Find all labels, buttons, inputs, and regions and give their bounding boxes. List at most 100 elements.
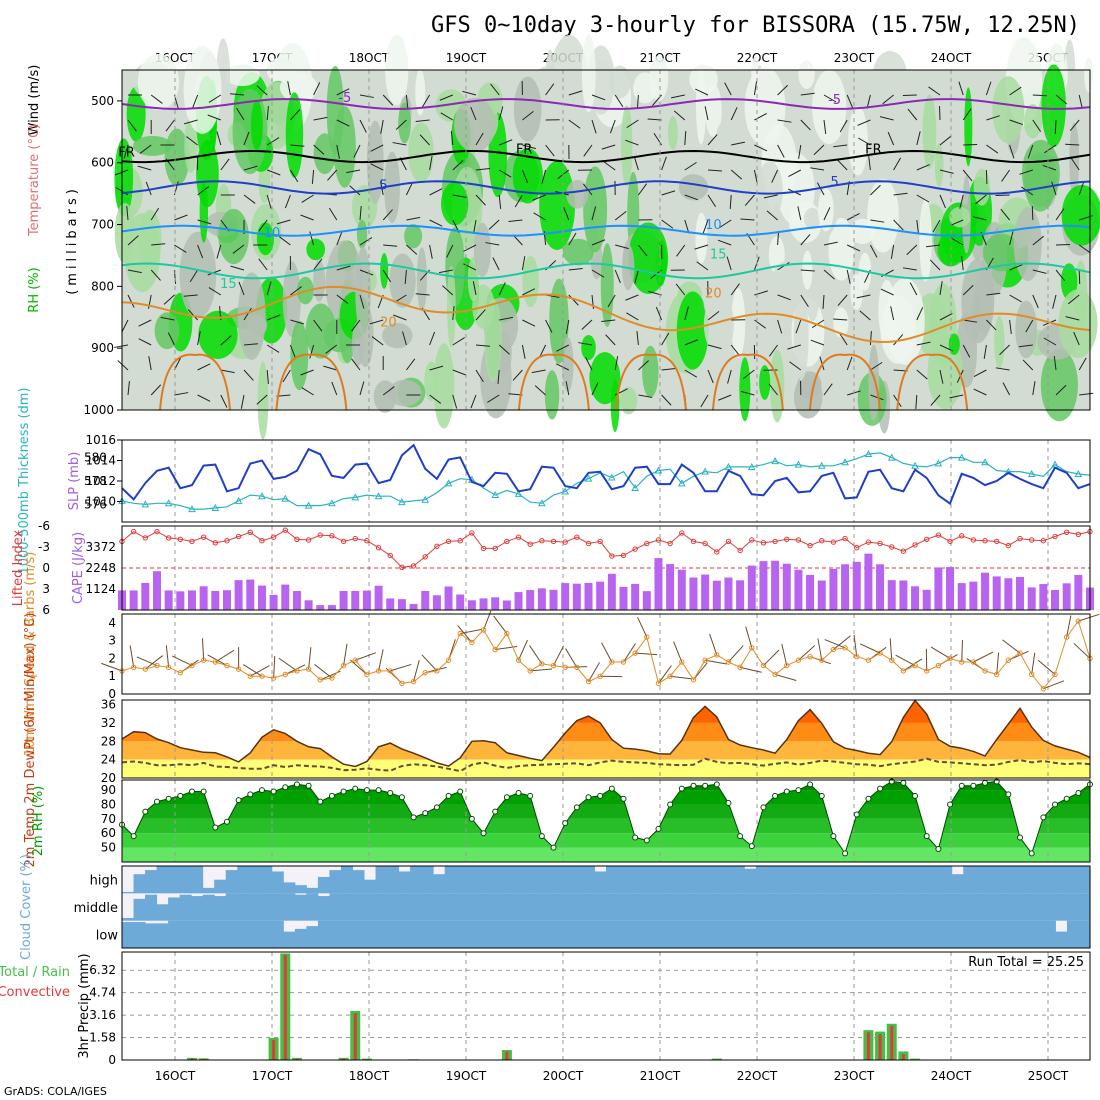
cloud-cell-low — [928, 920, 941, 948]
thickness-marker — [794, 460, 803, 468]
rh-blob — [1013, 207, 1042, 282]
cape-bar — [386, 598, 395, 610]
cloud-cell-low — [329, 920, 342, 948]
li-marker — [515, 534, 522, 540]
cloud-cell-low — [490, 920, 503, 948]
slp-labels: 1000-500mb Thickness (dm) — [17, 387, 32, 574]
cape-bar — [199, 586, 208, 610]
cape-bar — [561, 583, 570, 610]
rh-marker — [970, 782, 977, 789]
cloud-cell-low — [629, 920, 642, 948]
wind-speed-marker — [760, 662, 767, 669]
wind-barb — [1019, 169, 1033, 175]
li-marker — [480, 545, 487, 552]
cloud-cell-middle — [490, 893, 503, 921]
wind-barb — [916, 194, 930, 203]
cloud-cell-middle — [606, 893, 619, 921]
cloud-cell-low — [1055, 931, 1068, 948]
wind-barb — [591, 94, 606, 101]
cloud-cell-low — [767, 920, 780, 948]
cape-bar — [747, 565, 756, 610]
surface-wind-barb — [728, 645, 744, 663]
slp-tick: 1014 — [85, 454, 116, 468]
pressure-tick-label: 600 — [91, 156, 114, 170]
wind-barb — [301, 194, 314, 203]
wind-barb — [909, 282, 918, 296]
wind-speed-marker — [644, 634, 650, 640]
cloud-cell-middle — [548, 893, 561, 921]
li-marker — [340, 538, 347, 545]
wind-speed-marker — [375, 668, 382, 674]
wind-barb — [197, 244, 204, 259]
rh-blob — [373, 380, 397, 413]
cloud-cell-low — [317, 920, 330, 948]
wind-barb — [753, 169, 758, 184]
surface-wind-barb — [421, 654, 438, 672]
wind-barb — [929, 259, 941, 271]
wind-speed-marker — [457, 630, 463, 637]
rh-marker — [515, 789, 522, 796]
rh-blob — [1041, 64, 1066, 147]
li-marker — [574, 534, 580, 540]
warm-lobe — [517, 353, 590, 411]
rh-blob — [404, 223, 423, 249]
cloud-cell-middle — [790, 893, 803, 921]
wind-barb — [591, 239, 606, 246]
wind-speed-marker — [667, 673, 673, 679]
wind-speed-marker — [142, 666, 149, 672]
rh-blob — [793, 291, 809, 381]
li-marker — [993, 538, 1000, 545]
cloud-cell-high — [997, 866, 1010, 894]
cape-bar — [806, 574, 815, 610]
wind-barb — [174, 244, 187, 253]
cloud-cell-middle — [433, 893, 446, 921]
wind-barb — [470, 394, 477, 409]
rh-marker — [433, 804, 440, 811]
rh-marker — [1075, 789, 1082, 796]
li-marker — [352, 535, 358, 542]
thickness-marker — [1027, 469, 1036, 477]
wind-barb — [243, 343, 258, 346]
cloud-cell-low — [824, 920, 837, 948]
wind-speed-marker — [959, 659, 965, 665]
wind-barb — [882, 94, 894, 105]
wind-barb — [939, 369, 944, 384]
wind-barb — [336, 231, 343, 246]
wind-barb — [907, 108, 918, 121]
rh-marker — [713, 781, 720, 788]
cloud-cell-middle — [686, 893, 699, 921]
cloud-cell-high — [191, 866, 204, 894]
li-marker — [224, 538, 230, 544]
rh-blob — [973, 168, 991, 206]
wind-speed-marker — [714, 652, 720, 658]
wind-barb — [545, 319, 553, 333]
wind-barb — [916, 307, 924, 321]
rh-marker — [690, 782, 697, 789]
cloud-cell-high — [156, 866, 169, 894]
cloud-cell-middle — [1078, 893, 1091, 921]
rh-blob — [633, 72, 657, 104]
surface-wind-barb — [495, 645, 518, 651]
cloud-cell-low — [1066, 920, 1079, 948]
precip-tick: 3.16 — [89, 1008, 116, 1022]
wind-barb — [545, 83, 555, 96]
rh-marker — [655, 825, 662, 832]
cloud-cell-low — [202, 920, 215, 948]
wind-barb — [928, 86, 941, 96]
rh-blob — [305, 303, 337, 359]
wind-barb — [300, 214, 314, 221]
surface-wind-barb — [136, 656, 158, 667]
rh-marker — [795, 787, 802, 794]
wind-speed-marker — [189, 662, 195, 669]
wind-barb — [383, 244, 398, 247]
top-day-label: 19OCT — [446, 51, 487, 65]
wind-barb — [887, 131, 895, 146]
cloud-cell-high — [364, 879, 377, 894]
wind-barb — [962, 108, 972, 121]
rh-marker — [223, 818, 230, 825]
pressure-axis-label: (millibars) — [65, 185, 80, 295]
cloud-cell-high — [652, 866, 665, 894]
wind-speed-marker — [317, 677, 323, 683]
cloud-cell-low — [548, 920, 561, 948]
